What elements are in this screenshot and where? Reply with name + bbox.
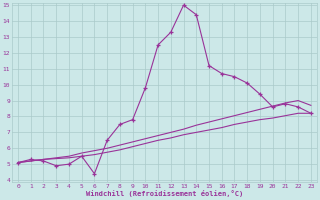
X-axis label: Windchill (Refroidissement éolien,°C): Windchill (Refroidissement éolien,°C) [86, 190, 243, 197]
